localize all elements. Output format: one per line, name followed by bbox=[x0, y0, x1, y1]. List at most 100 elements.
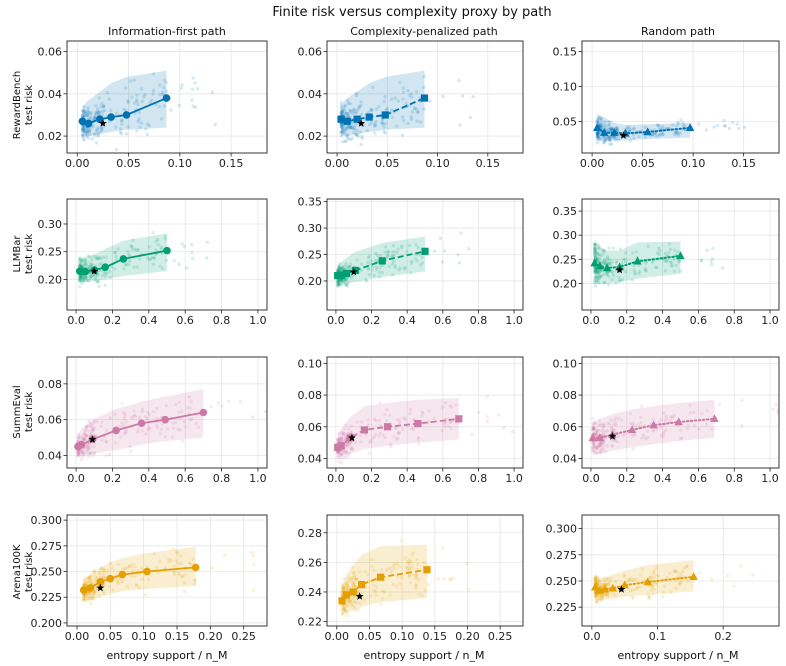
panel-llmbar-complexity-penalized-bg-point bbox=[339, 278, 343, 282]
panel-llmbar-complexity-penalized-bg-point bbox=[336, 280, 340, 284]
panel-rewardbench-complexity-penalized-bg-point bbox=[428, 99, 432, 104]
panel-llmbar-complexity-penalized-bg-point bbox=[386, 253, 390, 257]
panel-rewardbench-random-bg-point bbox=[652, 131, 657, 136]
panel-rewardbench-complexity-penalized-bg-point bbox=[414, 90, 419, 94]
panel-arena100k-information-first-bg-point bbox=[99, 567, 103, 571]
panel-llmbar-random-bg-point bbox=[592, 278, 597, 283]
panel-summeval-random-bg-point bbox=[619, 418, 624, 422]
panel-llmbar-information-first-bg-point bbox=[87, 265, 91, 269]
panel-summeval-random-bg-point bbox=[592, 441, 596, 445]
panel-rewardbench-information-first-bg-point bbox=[84, 134, 88, 138]
panel-arena100k-random-bg-point bbox=[593, 577, 597, 582]
panel-rewardbench-random-bg-point bbox=[674, 131, 679, 135]
panel-llmbar-random-bg-point bbox=[605, 259, 609, 263]
panel-summeval-information-first-bg-point bbox=[187, 395, 192, 399]
panel-rewardbench-random-bg-point bbox=[599, 118, 604, 122]
panel-llmbar-complexity-penalized-bg-point bbox=[379, 263, 384, 268]
panel-arena100k-random-bg-point bbox=[681, 569, 685, 574]
panel-rewardbench-information-first-bg-point bbox=[146, 122, 150, 126]
panel-rewardbench-random-bg-point bbox=[601, 136, 605, 140]
row-label-summeval-line2: test risk bbox=[24, 392, 35, 432]
panel-summeval-information-first-bg-point bbox=[118, 424, 122, 428]
panel-llmbar-random-bg-point bbox=[596, 246, 601, 251]
panel-llmbar-random-bg-point bbox=[596, 243, 601, 247]
panel-summeval-information-first-bg-point bbox=[91, 428, 95, 432]
panel-rewardbench-information-first-bg-point bbox=[81, 133, 85, 137]
panel-arena100k-random-bg-point bbox=[751, 573, 755, 577]
panel-summeval-information-first-bg-point bbox=[226, 399, 231, 404]
panel-rewardbench-complexity-penalized-bg-point bbox=[393, 96, 397, 100]
panel-llmbar-complexity-penalized-bg-point bbox=[360, 262, 364, 266]
panel-llmbar-information-first-bg-point bbox=[136, 247, 140, 252]
panel-rewardbench-random-bg-point bbox=[676, 133, 680, 137]
panel-rewardbench-random-bg-point bbox=[600, 125, 604, 129]
panel-llmbar-information-first-bg-point bbox=[81, 278, 85, 282]
panel-arena100k-complexity-penalized-bg-point bbox=[341, 584, 345, 589]
panel-arena100k-complexity-penalized-bg-point bbox=[416, 567, 420, 571]
panel-arena100k-complexity-penalized-bg-point bbox=[397, 564, 401, 569]
panel-summeval-information-first-bg-point bbox=[250, 415, 255, 419]
panel-summeval-random-bg-point bbox=[592, 427, 597, 431]
panel-summeval-random-bg-point bbox=[591, 421, 595, 425]
panel-summeval-information-first-bg-point bbox=[104, 440, 109, 444]
panel-arena100k-complexity-penalized-bg-point bbox=[414, 576, 418, 580]
panel-summeval-random-bg-point bbox=[659, 417, 664, 422]
panel-llmbar-information-first-bg-point bbox=[130, 247, 134, 251]
panel-llmbar-information-first-bg-point bbox=[128, 259, 132, 263]
panel-summeval-complexity-penalized-bg-point bbox=[397, 431, 401, 435]
panel-arena100k-random-bg-point bbox=[639, 573, 643, 577]
panel-summeval-complexity-penalized-bg-point bbox=[416, 442, 421, 446]
panel-llmbar-complexity-penalized-bg-point bbox=[377, 270, 381, 274]
panel-llmbar-complexity-penalized-point-1 bbox=[337, 272, 345, 280]
panel-llmbar-complexity-penalized-ytick-label-1: 0.25 bbox=[298, 249, 323, 262]
panel-llmbar-complexity-penalized-bg-point bbox=[344, 262, 348, 266]
panel-rewardbench-information-first-bg-point bbox=[96, 111, 101, 115]
panel-arena100k-information-first-bg-point bbox=[167, 560, 171, 564]
panel-rewardbench-information-first-bg-point bbox=[81, 127, 85, 131]
panel-rewardbench-complexity-penalized-bg-point bbox=[355, 133, 359, 137]
panel-summeval-information-first-bg-point bbox=[132, 409, 136, 413]
panel-rewardbench-random-xtick-label-2: 0.10 bbox=[681, 157, 706, 170]
panel-llmbar-complexity-penalized-bg-point bbox=[414, 243, 418, 247]
panel-arena100k-complexity-penalized-bg-point bbox=[340, 605, 345, 609]
panel-rewardbench-random-bg-point bbox=[607, 123, 611, 128]
panel-rewardbench-random-bg-point bbox=[595, 131, 599, 135]
panel-summeval-information-first-bg-point bbox=[220, 404, 224, 408]
panel-llmbar-information-first-bg-point bbox=[104, 255, 108, 259]
panel-arena100k-complexity-penalized-bg-point bbox=[370, 564, 374, 569]
panel-arena100k-complexity-penalized-point-3 bbox=[358, 580, 366, 589]
panel-arena100k-complexity-penalized-bg-point bbox=[414, 583, 418, 587]
panel-arena100k-information-first-bg-point bbox=[91, 592, 95, 596]
panel-llmbar-complexity-penalized-bg-point bbox=[344, 277, 348, 282]
panel-summeval-information-first-bg-point bbox=[165, 427, 169, 431]
panel-summeval-random-bg-point bbox=[597, 442, 601, 446]
panel-rewardbench-information-first-bg-point bbox=[81, 125, 85, 130]
panel-summeval-information-first-bg-point bbox=[81, 436, 86, 441]
panel-arena100k-information-first-bg-point bbox=[172, 572, 176, 576]
panel-llmbar-information-first-bg-point bbox=[103, 272, 107, 276]
panel-summeval-random-bg-point bbox=[593, 445, 598, 449]
panel-llmbar-complexity-penalized-bg-point bbox=[337, 265, 341, 269]
panel-summeval-complexity-penalized-xtick-label-0: 0.0 bbox=[327, 472, 345, 485]
panel-llmbar-random-bg-point bbox=[601, 262, 605, 266]
panel-summeval-information-first-bg-point bbox=[87, 451, 91, 455]
panel-summeval-information-first-bg-point bbox=[92, 445, 96, 449]
panel-rewardbench-complexity-penalized-bg-point bbox=[415, 119, 419, 123]
panel-rewardbench-random-bg-point bbox=[602, 139, 607, 144]
panel-summeval-complexity-penalized-bg-point bbox=[340, 436, 344, 440]
panel-llmbar-random-bg-point bbox=[644, 261, 648, 265]
panel-arena100k-complexity-penalized-bg-point bbox=[407, 573, 412, 578]
panel-arena100k-complexity-penalized-bg-point bbox=[415, 575, 419, 580]
panel-llmbar-complexity-penalized-bg-point bbox=[438, 236, 443, 240]
panel-arena100k-information-first-bg-point bbox=[83, 577, 87, 581]
panel-arena100k-complexity-penalized-bg-point bbox=[342, 607, 347, 611]
panel-llmbar-information-first-bg-point bbox=[78, 263, 82, 268]
panel-rewardbench-complexity-penalized-point-4 bbox=[381, 111, 389, 119]
panel-rewardbench-complexity-penalized-bg-point bbox=[350, 123, 354, 128]
panel-arena100k-random-bg-point bbox=[595, 599, 599, 603]
panel-rewardbench-complexity-penalized-bg-point bbox=[382, 129, 386, 134]
panel-llmbar-complexity-penalized-bg-point bbox=[341, 264, 345, 269]
panel-arena100k-random-bg-point bbox=[600, 594, 605, 599]
panel-rewardbench-information-first-bg-point bbox=[96, 133, 101, 137]
panel-arena100k-complexity-penalized-bg-point bbox=[411, 551, 415, 555]
